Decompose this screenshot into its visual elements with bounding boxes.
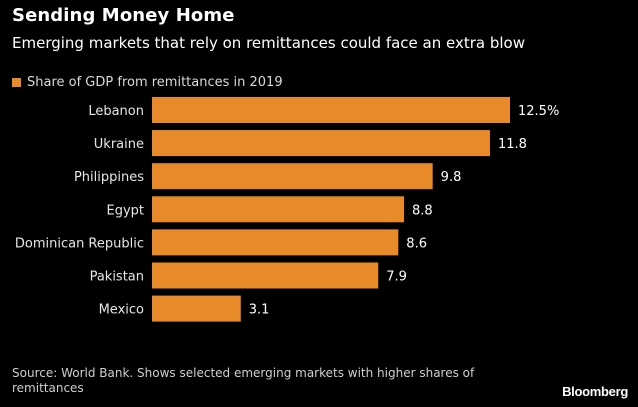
value-label: 7.9 bbox=[386, 270, 407, 285]
category-label: Dominican Republic bbox=[15, 236, 144, 251]
bar-lebanon bbox=[152, 97, 510, 123]
source-note: Source: World Bank. Shows selected emerg… bbox=[12, 366, 475, 395]
category-label: Lebanon bbox=[88, 104, 144, 119]
category-label: Egypt bbox=[106, 203, 144, 218]
category-label: Ukraine bbox=[94, 137, 144, 152]
bar-pakistan bbox=[152, 262, 379, 289]
legend-swatch bbox=[12, 78, 21, 87]
category-label: Philippines bbox=[74, 170, 144, 185]
value-label: 11.8 bbox=[498, 137, 527, 152]
value-label: 8.8 bbox=[412, 203, 433, 218]
bloomberg-logo: Bloomberg bbox=[562, 384, 628, 399]
bar-dominican-republic bbox=[152, 229, 399, 256]
bar-ukraine bbox=[152, 130, 490, 157]
legend-label: Share of GDP from remittances in 2019 bbox=[27, 75, 283, 90]
chart-title: Sending Money Home bbox=[12, 5, 235, 26]
value-label: 12.5% bbox=[518, 104, 559, 119]
value-label: 3.1 bbox=[249, 303, 270, 318]
value-label: 8.6 bbox=[406, 236, 427, 251]
bar-egypt bbox=[152, 196, 405, 223]
value-label: 9.8 bbox=[441, 170, 462, 185]
legend: Share of GDP from remittances in 2019 bbox=[12, 75, 283, 90]
bar-philippines bbox=[152, 163, 433, 190]
chart-subtitle: Emerging markets that rely on remittance… bbox=[12, 34, 526, 52]
category-label: Pakistan bbox=[90, 270, 144, 285]
bar-mexico bbox=[152, 295, 241, 322]
category-label: Mexico bbox=[99, 303, 144, 318]
